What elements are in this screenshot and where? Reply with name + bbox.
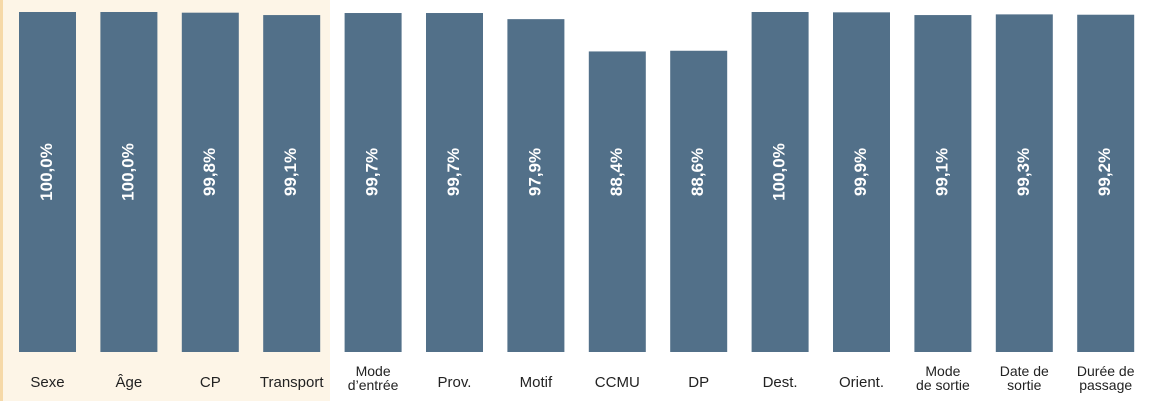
bar [100, 12, 158, 352]
bar [426, 13, 483, 353]
x-tick-label: CCMU [595, 374, 640, 391]
value-label: 88,4% [607, 148, 626, 196]
bar [1077, 14, 1135, 352]
value-label: 99,3% [1014, 148, 1033, 196]
value-label: 99,7% [444, 148, 463, 196]
bar [181, 12, 239, 353]
x-tick-label: DP [688, 374, 709, 391]
panel-border [0, 0, 3, 401]
bar [588, 51, 646, 352]
bar [751, 12, 809, 352]
bar [670, 50, 728, 352]
x-tick-label: Motif [520, 374, 553, 391]
bar [19, 12, 76, 352]
x-tick-label: Prov. [438, 374, 472, 391]
value-label: 88,6% [688, 148, 707, 196]
x-tick-label: Mode d’entrée [348, 363, 399, 393]
value-label: 99,2% [1095, 148, 1114, 196]
x-tick-label: Orient. [839, 374, 884, 391]
value-label: 99,9% [851, 148, 870, 196]
bar [344, 13, 402, 353]
value-label: 99,1% [932, 148, 951, 196]
x-tick-label: CP [200, 374, 221, 391]
x-tick-label: Mode de sortie [916, 363, 970, 393]
x-tick-label: Transport [260, 374, 324, 391]
x-tick-label: Sexe [30, 374, 64, 391]
value-label: 100,0% [118, 143, 137, 201]
value-label: 99,1% [281, 148, 300, 196]
value-label: 100,0% [37, 143, 56, 201]
bar [507, 19, 565, 352]
bar [995, 14, 1053, 352]
value-label: 100,0% [770, 143, 789, 201]
bar [833, 12, 890, 353]
bar [263, 15, 321, 353]
bar [914, 15, 972, 353]
x-tick-label: Âge [116, 374, 143, 391]
x-tick-label: Date de sortie [1000, 363, 1049, 393]
value-label: 99,7% [363, 148, 382, 196]
x-tick-label: Dest. [763, 374, 798, 391]
value-label: 97,9% [525, 148, 544, 196]
value-label: 99,8% [200, 148, 219, 196]
x-tick-label: Durée de passage [1077, 363, 1135, 393]
